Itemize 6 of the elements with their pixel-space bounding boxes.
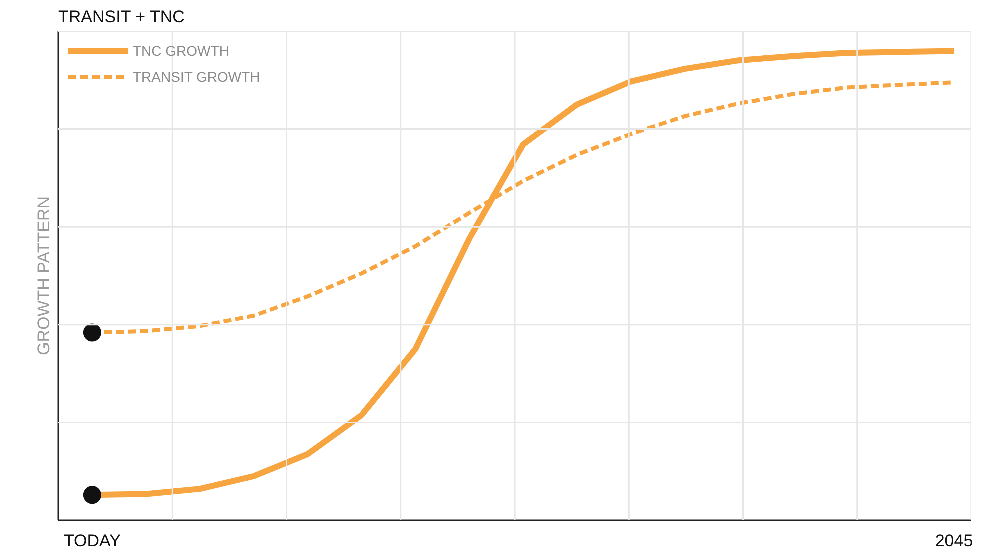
y-axis-title: GROWTH PATTERN (34, 196, 54, 356)
legend-label: TNC GROWTH (133, 43, 230, 59)
x-tick-label: TODAY (64, 532, 121, 550)
x-tick-label: 2045 (935, 532, 974, 550)
legend-label: TRANSIT GROWTH (133, 69, 260, 85)
chart-title: TRANSIT + TNC (58, 8, 185, 26)
